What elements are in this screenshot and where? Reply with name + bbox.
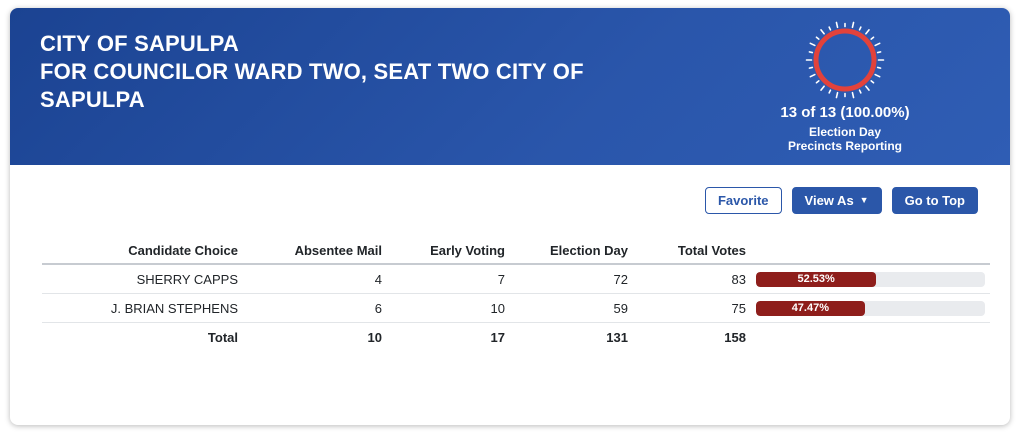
results-table: Candidate Choice Absentee Mail Early Votin… — [42, 237, 990, 352]
precincts-sub-line2: Precincts Reporting — [787, 139, 903, 153]
favorite-button-label: Favorite — [717, 193, 769, 208]
percent-bar-track: 47.47% — [756, 300, 985, 316]
percent-bar-fill: 52.53% — [756, 271, 877, 287]
column-header-0: Candidate Choice — [128, 242, 238, 258]
toolbar: Favorite View As ▼ Go to Top — [10, 187, 978, 214]
precincts-sub-label: Election Day Precincts Reporting — [788, 125, 902, 153]
view-as-button-label: View As — [804, 193, 854, 208]
election-day-votes: 72 — [613, 271, 628, 287]
view-as-button[interactable]: View As ▼ — [791, 187, 882, 214]
precincts-summary: 13 of 13 (100.00%) — [780, 104, 910, 121]
precincts-sub-line1: Election Day — [808, 125, 882, 139]
column-header-1: Absentee Mail — [294, 242, 382, 258]
go-to-top-button[interactable]: Go to Top — [891, 187, 978, 214]
total-election-day: 131 — [606, 330, 628, 345]
precincts-gauge-icon — [805, 21, 885, 99]
percent-bar-cell: 47.47% — [748, 294, 990, 322]
contest-title-line1: CITY OF SAPULPA — [40, 31, 239, 56]
total-early-voting: 17 — [490, 330, 505, 345]
total-votes: 75 — [731, 300, 746, 316]
percent-bar-track: 52.53% — [756, 271, 985, 287]
total-total-votes: 158 — [724, 330, 746, 345]
candidate-name: J. BRIAN STEPHENS — [110, 300, 238, 316]
contest-header: CITY OF SAPULPA FOR COUNCILOR WARD TWO, … — [10, 8, 1010, 165]
early-voting-votes: 10 — [490, 300, 505, 316]
percent-bar-header — [748, 323, 990, 352]
percent-bar-cell: 52.53% — [748, 265, 990, 293]
early-voting-votes: 7 — [497, 271, 505, 287]
table-row: SHERRY CAPPS 4 7 72 83 52.53% — [42, 265, 990, 294]
precincts-reporting-widget: 13 of 13 (100.00%) Election Day Precinct… — [740, 18, 950, 153]
go-to-top-button-label: Go to Top — [904, 193, 965, 208]
chevron-down-icon: ▼ — [859, 195, 869, 205]
percent-bar-header — [748, 237, 990, 263]
total-row-label: Total — [207, 330, 238, 345]
table-total-row: Total 10 17 131 158 — [42, 323, 990, 352]
total-votes: 83 — [731, 271, 746, 287]
favorite-button[interactable]: Favorite — [704, 187, 782, 214]
column-header-3: Election Day — [549, 242, 628, 258]
table-row: J. BRIAN STEPHENS 6 10 59 75 47.47% — [42, 294, 990, 323]
absentee-mail-votes: 6 — [374, 300, 382, 316]
results-card: CITY OF SAPULPA FOR COUNCILOR WARD TWO, … — [10, 8, 1010, 425]
column-header-2: Early Voting — [430, 242, 505, 258]
total-absentee-mail: 10 — [367, 330, 382, 345]
contest-title: CITY OF SAPULPA FOR COUNCILOR WARD TWO, … — [40, 30, 620, 114]
table-header-row: Candidate Choice Absentee Mail Early Votin… — [42, 237, 990, 265]
percent-bar-fill: 47.47% — [756, 300, 865, 316]
contest-title-line2: FOR COUNCILOR WARD TWO, SEAT TWO CITY OF… — [40, 59, 584, 112]
candidate-name: SHERRY CAPPS — [136, 271, 238, 287]
column-header-4: Total Votes — [677, 242, 746, 258]
absentee-mail-votes: 4 — [374, 271, 382, 287]
election-day-votes: 59 — [613, 300, 628, 316]
